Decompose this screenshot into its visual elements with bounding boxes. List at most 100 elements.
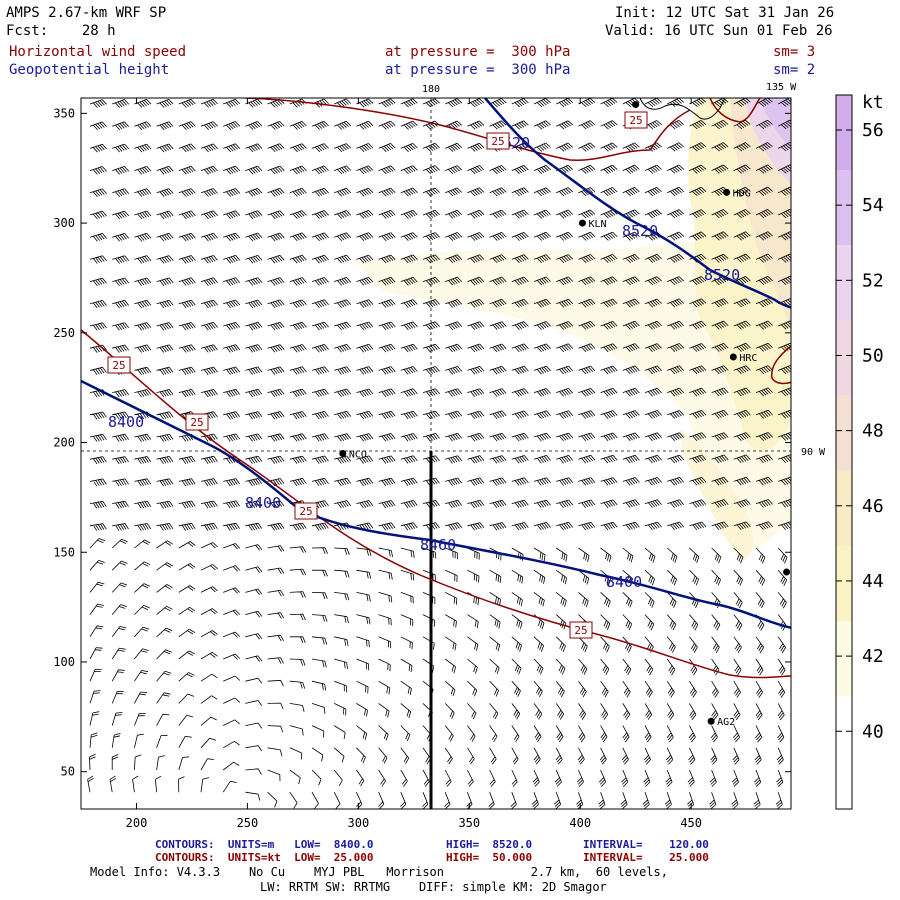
x-tick-label: 250	[237, 816, 259, 830]
colorbar-label: 42	[862, 646, 884, 667]
colorbar-label: 50	[862, 345, 884, 366]
x-tick-label: 400	[569, 816, 591, 830]
speed-contour-label: 25	[629, 114, 642, 127]
colorbar-segment	[836, 621, 852, 697]
station-label: HRC	[739, 353, 757, 364]
footer-height-contours: CONTOURS: UNITS=m LOW= 8400.0	[155, 838, 374, 851]
station-marker	[723, 188, 731, 196]
colorbar: 40 42 44 46 48 50 52 54 56	[835, 94, 884, 810]
height-contour-label: 8400	[108, 413, 144, 431]
height-contour-label: 8400	[606, 573, 642, 591]
y-tick-label: 300	[53, 216, 75, 230]
y-tick-label: 150	[53, 545, 75, 559]
colorbar-label: 52	[862, 270, 884, 291]
field2-level: at pressure = 300 hPa	[385, 62, 571, 78]
coastline-path	[639, 98, 726, 120]
station-marker	[707, 717, 715, 725]
colorbar-label: 46	[862, 496, 884, 517]
station-marker	[339, 450, 347, 457]
colorbar-label: 44	[862, 571, 884, 592]
wind-barb-field	[87, 98, 791, 809]
height-contour-label: 8460	[420, 536, 456, 554]
station-marker	[632, 101, 640, 109]
colorbar-segment	[836, 470, 852, 546]
colorbar-segment	[836, 170, 852, 246]
colorbar-unit: kt	[862, 92, 884, 113]
label-180: 180	[422, 84, 440, 95]
model-title: AMPS 2.67-km WRF SP	[6, 5, 167, 21]
speed-shade-40kt	[355, 230, 791, 556]
colorbar-segment	[836, 320, 852, 396]
field2-name: Geopotential height	[9, 62, 170, 78]
speed-label-box	[185, 413, 209, 431]
plot-frame	[80, 97, 792, 810]
footer-speed-high: HIGH= 50.000	[446, 851, 533, 864]
station-marker	[729, 353, 737, 361]
speed-label-box	[569, 621, 593, 639]
init-time: Init: 12 UTC Sat 31 Jan 26	[615, 5, 835, 21]
colorbar-label: 54	[862, 195, 884, 216]
y-tick-label: 100	[53, 655, 75, 669]
wind-barbs	[87, 98, 791, 809]
height-contour-label: 8400	[245, 494, 281, 512]
speed-contour-label: 25	[190, 416, 203, 429]
footer-height-high: HIGH= 8520.0	[446, 838, 533, 851]
y-tick-label: 200	[53, 436, 75, 450]
station-marker	[783, 568, 791, 576]
speed-contour-label: 25	[112, 359, 125, 372]
speed-contour-25-northeast	[709, 98, 761, 123]
x-tick-label: 450	[680, 816, 702, 830]
y-tick-label: 50	[61, 765, 75, 779]
label-135w: 135 W	[766, 82, 797, 93]
y-tick-label: 350	[53, 106, 75, 120]
axis-ticks: 200 250 300 350 400 450 50 100 150 200 250 300 350	[53, 98, 791, 830]
field2-smoothing: sm= 2	[773, 62, 816, 78]
speed-contour-25-north	[244, 98, 691, 161]
speed-shade-54kt	[760, 98, 791, 149]
x-tick-label: 200	[126, 816, 148, 830]
height-contour-8520	[484, 98, 791, 309]
colorbar-frame	[835, 94, 853, 810]
reference-lines	[81, 98, 791, 809]
station-label: NCO	[349, 450, 367, 461]
colorbar-segment	[836, 245, 852, 321]
field1-smoothing: sm= 3	[773, 44, 816, 60]
speed-label-box	[294, 502, 318, 520]
height-contour-label: 8520	[704, 266, 740, 284]
station-label: HDG	[733, 188, 751, 199]
footer-speed-contours: CONTOURS: UNITS=kt LOW= 25.000	[155, 851, 374, 864]
field1-level: at pressure = 300 hPa	[385, 44, 571, 60]
field1-name: Horizontal wind speed	[9, 44, 187, 60]
speed-shade-mid	[680, 430, 753, 560]
valid-time: Valid: 16 UTC Sun 01 Feb 26	[605, 23, 833, 39]
stations: HDG KLN HRC NCO AG2	[339, 101, 791, 728]
colorbar-segment	[836, 95, 852, 171]
colorbar-label: 40	[862, 721, 884, 742]
colorbar-segment	[836, 696, 852, 809]
station-label: AG2	[717, 717, 735, 728]
footer-physics-info: LW: RRTM SW: RRTMG DIFF: simple KM: 2D S…	[260, 880, 607, 894]
station-marker	[578, 219, 586, 227]
speed-label-box	[486, 132, 510, 150]
station-label: KLN	[588, 219, 606, 230]
footer-speed-interval: INTERVAL= 25.000	[583, 851, 709, 864]
height-contour-8400	[81, 379, 791, 630]
speed-contour-label: 25	[574, 624, 587, 637]
speed-label-box	[107, 356, 131, 374]
colorbar-segment	[836, 395, 852, 471]
colorbar-label: 56	[862, 120, 884, 141]
height-contour-label: 8520	[622, 222, 658, 240]
speed-contour-25-east	[771, 344, 791, 385]
colorbar-segment	[836, 545, 852, 622]
x-tick-label: 350	[458, 816, 480, 830]
footer-model-info: Model Info: V4.3.3 No Cu MYJ PBL Morriso…	[90, 865, 668, 879]
footer-height-interval: INTERVAL= 120.00	[583, 838, 709, 851]
x-tick-label: 300	[348, 816, 370, 830]
speed-contour-label: 25	[299, 505, 312, 518]
forecast-hour: Fcst: 28 h	[6, 23, 116, 39]
colorbar-label: 48	[862, 421, 884, 442]
y-tick-label: 250	[53, 326, 75, 340]
speed-label-box	[624, 111, 648, 129]
